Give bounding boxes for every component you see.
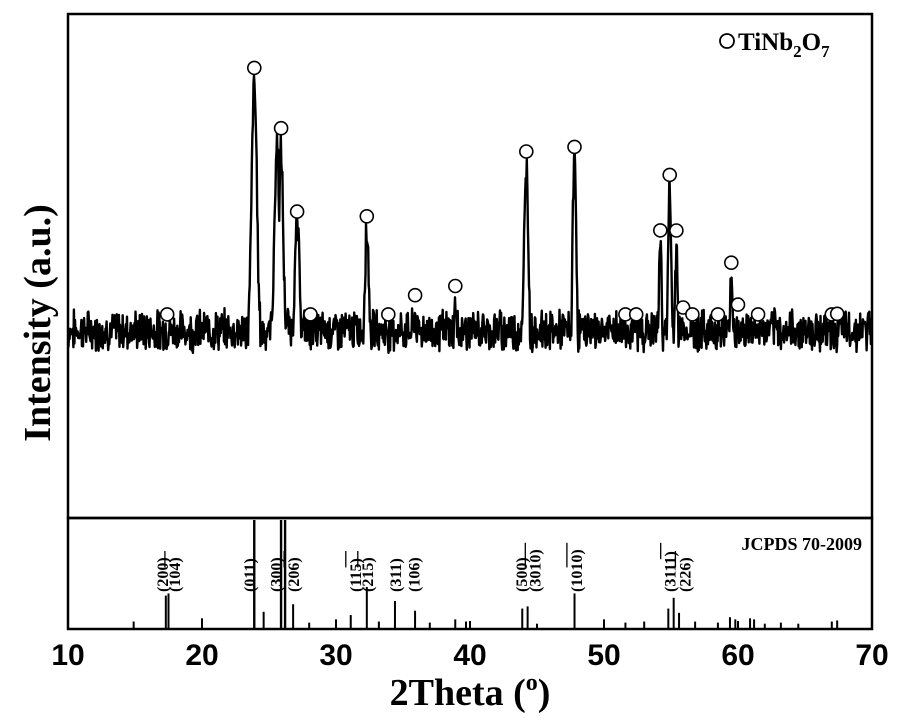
peak-marker-21: [752, 308, 765, 321]
peak-marker-20: [732, 298, 745, 311]
hkl-label-8: (106): [407, 557, 424, 592]
hkl-label-text: (3010): [527, 549, 544, 592]
hkl-label-6: (215): [358, 551, 377, 592]
xrd-figure: TiNb2O7 Intensity (a.u.) (200)(104)(011)…: [0, 0, 899, 722]
hkl-label-11: (1010): [567, 543, 586, 592]
peak-marker-6: [382, 308, 395, 321]
y-axis-label: Intensity (a.u.): [17, 204, 59, 442]
peak-marker-7: [409, 289, 422, 302]
peak-marker-9: [520, 145, 533, 158]
x-tick-label-4: 50: [587, 639, 620, 672]
peak-marker-2: [275, 122, 288, 135]
hkl-label-text: (206): [286, 557, 303, 592]
x-tick-label-6: 70: [855, 639, 888, 672]
hkl-label-text: (300): [269, 557, 286, 592]
peak-marker-14: [663, 168, 676, 181]
peak-markers: [161, 61, 844, 321]
peak-marker-12: [630, 308, 643, 321]
hkl-label-text: (311): [388, 558, 405, 592]
peak-marker-18: [711, 308, 724, 321]
peak-marker-23: [831, 307, 844, 320]
xrd-pattern-line: [68, 76, 872, 353]
hkl-label-text: (011): [242, 558, 259, 592]
hkl-label-3: (300): [269, 557, 286, 592]
x-tick-label-2: 30: [319, 639, 352, 672]
peak-marker-8: [449, 280, 462, 293]
reference-card-label: JCPDS 70-2009: [742, 534, 863, 554]
peak-marker-5: [360, 210, 373, 223]
peak-marker-13: [654, 224, 667, 237]
x-axis-label: 2Theta (o): [390, 670, 551, 714]
hkl-label-text: (226): [677, 557, 694, 592]
peak-marker-19: [725, 256, 738, 269]
hkl-label-2: (011): [242, 558, 259, 592]
hkl-label-1: (104): [165, 551, 184, 592]
peak-marker-3: [291, 205, 304, 218]
hkl-label-4: (206): [284, 551, 303, 592]
legend: TiNb2O7: [720, 29, 830, 61]
peak-marker-17: [686, 308, 699, 321]
x-tick-label-1: 20: [185, 639, 218, 672]
peak-marker-10: [568, 140, 581, 153]
x-tick-label-3: 40: [453, 639, 486, 672]
diffraction-pattern-panel: TiNb2O7 Intensity (a.u.): [17, 14, 872, 518]
top-plot-frame: [68, 14, 872, 518]
hkl-label-text: (1010): [569, 549, 586, 592]
peak-marker-15: [670, 224, 683, 237]
hkl-label-7: (311): [388, 558, 405, 592]
peak-marker-1: [248, 61, 261, 74]
legend-marker-icon: [720, 34, 734, 48]
x-tick-label-5: 60: [721, 639, 754, 672]
hkl-label-text: (106): [407, 557, 424, 592]
reference-pattern-panel: (200)(104)(011)(300)(206)(115)(215)(311)…: [68, 518, 872, 629]
peak-marker-0: [161, 308, 174, 321]
hkl-label-text: (104): [167, 557, 184, 592]
x-tick-label-0: 10: [51, 639, 84, 672]
hkl-label-10: (3010): [525, 543, 544, 592]
hkl-label-text: (215): [360, 557, 377, 592]
peak-marker-4: [304, 308, 317, 321]
reference-hkl-labels: (200)(104)(011)(300)(206)(115)(215)(311)…: [155, 543, 695, 592]
legend-label: TiNb2O7: [738, 29, 830, 61]
